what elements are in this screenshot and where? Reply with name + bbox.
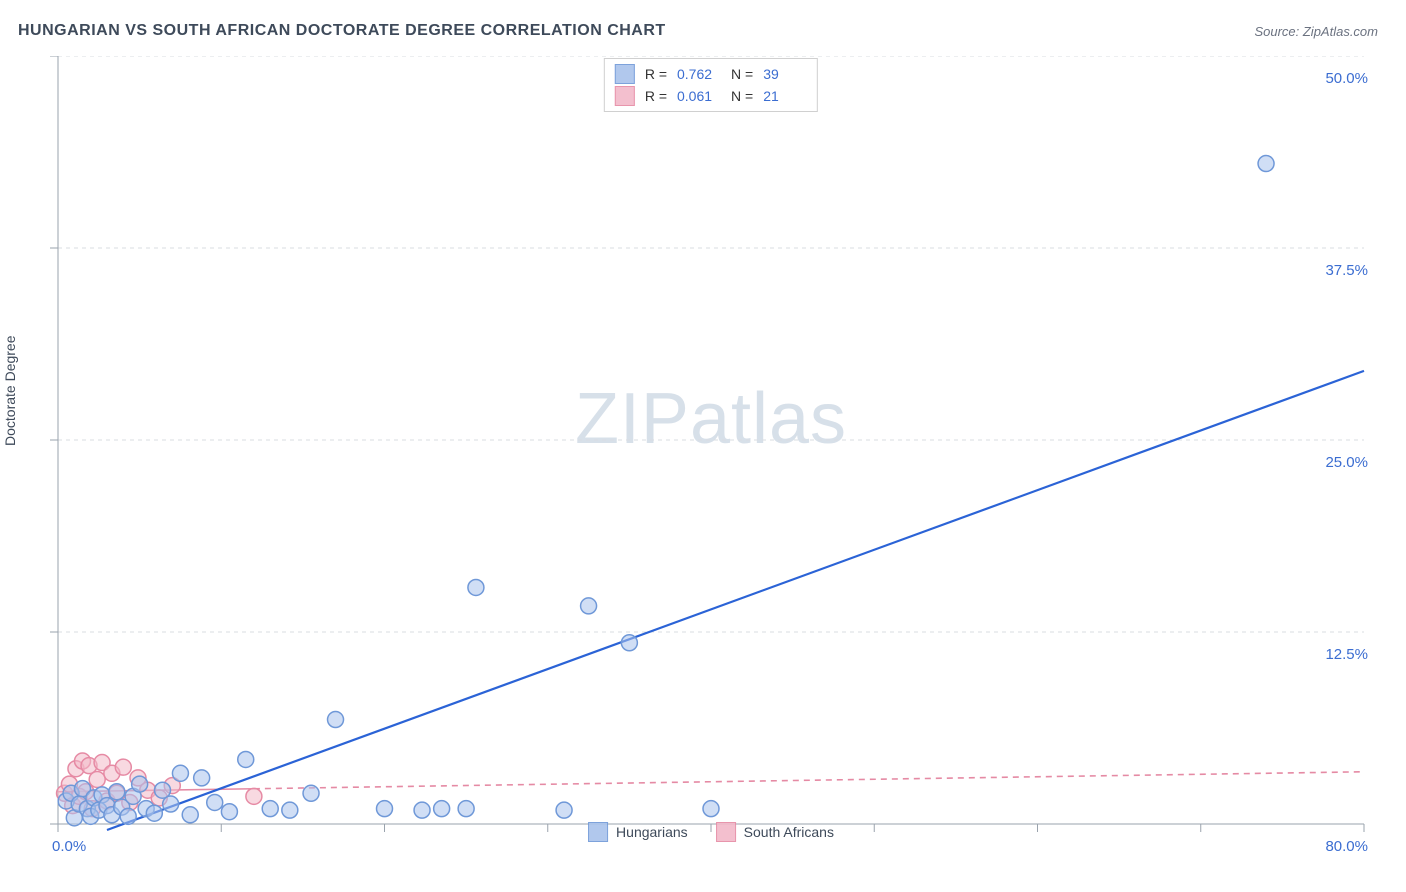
- swatch-southafricans: [615, 86, 635, 106]
- n-label-0: N =: [731, 66, 753, 82]
- y-axis-label: Doctorate Degree: [2, 335, 18, 446]
- y-tick-label: 37.5%: [1325, 262, 1368, 279]
- r-label-1: R =: [645, 88, 667, 104]
- r-value-0: 0.762: [677, 66, 721, 82]
- n-value-0: 39: [763, 66, 807, 82]
- scatter-chart: [46, 56, 1376, 846]
- source-name: ZipAtlas.com: [1303, 24, 1378, 39]
- legend-label-hungarians: Hungarians: [616, 824, 688, 840]
- x-origin-label: 0.0%: [52, 838, 86, 855]
- n-label-1: N =: [731, 88, 753, 104]
- source-prefix: Source:: [1254, 24, 1302, 39]
- correlation-legend: R = 0.762 N = 39 R = 0.061 N = 21: [604, 58, 818, 112]
- legend-item-southafricans: South Africans: [716, 822, 834, 842]
- r-label-0: R =: [645, 66, 667, 82]
- legend-row-hungarians: R = 0.762 N = 39: [615, 63, 807, 85]
- y-tick-label: 50.0%: [1325, 70, 1368, 87]
- series-legend: Hungarians South Africans: [588, 822, 834, 842]
- swatch-southafricans-bottom: [716, 822, 736, 842]
- legend-row-southafricans: R = 0.061 N = 21: [615, 85, 807, 107]
- y-tick-label: 12.5%: [1325, 646, 1368, 663]
- x-max-label: 80.0%: [1325, 838, 1368, 855]
- plot-area: ZIPatlas R = 0.762 N = 39 R = 0.061 N = …: [46, 56, 1376, 846]
- n-value-1: 21: [763, 88, 807, 104]
- r-value-1: 0.061: [677, 88, 721, 104]
- legend-item-hungarians: Hungarians: [588, 822, 688, 842]
- swatch-hungarians-bottom: [588, 822, 608, 842]
- chart-title: HUNGARIAN VS SOUTH AFRICAN DOCTORATE DEG…: [18, 22, 666, 40]
- swatch-hungarians: [615, 64, 635, 84]
- legend-label-southafricans: South Africans: [744, 824, 834, 840]
- source-attribution: Source: ZipAtlas.com: [1254, 24, 1378, 39]
- y-tick-label: 25.0%: [1325, 454, 1368, 471]
